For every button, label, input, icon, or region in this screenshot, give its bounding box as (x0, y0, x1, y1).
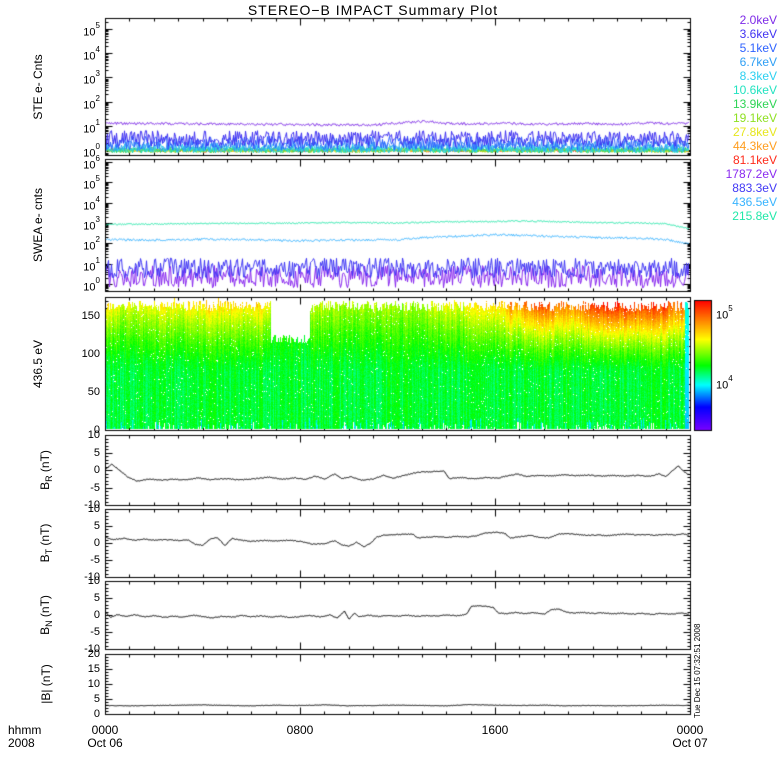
y-tick-label: -10 (84, 499, 100, 511)
y-tick-label: 106 (83, 154, 100, 172)
legend-entry: 883.3eV (732, 181, 777, 195)
y-tick-label: 150 (81, 310, 100, 322)
colorbar-tick-label: 105 (716, 304, 733, 322)
y-tick-label: 50 (87, 386, 100, 398)
y-tick-label: 10 (87, 503, 100, 515)
legend-entry: 6.7keV (739, 55, 777, 69)
y-tick-label: 101 (83, 118, 100, 136)
legend-entry: 19.1keV (732, 111, 777, 125)
x-axis-date-label: Oct 07 (672, 736, 708, 750)
y-tick-label: 0 (93, 537, 100, 549)
y-tick-label: 5 (93, 592, 100, 604)
y-tick-label: 0 (93, 424, 100, 436)
legend-entry: 81.1keV (732, 153, 777, 167)
y-tick-label: 103 (83, 215, 100, 233)
y-tick-label: 102 (83, 235, 100, 253)
energy-channel-legend: 2.0keV 3.6keV 5.1keV 6.7keV 8.3keV 10.6keV 13.… (726, 13, 777, 223)
x-tick-label: 0000 (676, 723, 704, 737)
y-tick-label: 104 (83, 195, 100, 213)
y-tick-label: 102 (83, 94, 100, 112)
legend-entry: 2.0keV (739, 13, 777, 27)
y-tick-label: 0 (93, 609, 100, 621)
colorbar-tick-label: 104 (716, 374, 733, 392)
x-tick-label: 0000 (91, 723, 119, 737)
y-tick-label: 101 (83, 256, 100, 274)
x-axis-date-label: Oct 06 (87, 736, 123, 750)
legend-entry: 10.6keV (732, 83, 777, 97)
legend-entry: 3.6keV (739, 27, 777, 41)
y-tick-label: 5 (93, 447, 100, 459)
y-tick-label: 104 (83, 45, 100, 63)
y-tick-label: 10 (87, 429, 100, 441)
y-tick-label: -5 (90, 626, 100, 638)
ste-axis-label: STE e- Cnts (31, 53, 45, 120)
page-title: STEREO−B IMPACT Summary Plot (247, 2, 499, 18)
y-tick-label: 105 (83, 174, 100, 192)
y-tick-label: 10 (87, 575, 100, 587)
x-tick-label: 0800 (286, 723, 314, 737)
spec-axis-label: 436.5 eV (31, 339, 45, 388)
swea-axis-label: SWEA e- cnts (31, 187, 45, 263)
legend-entry: 44.3keV (732, 139, 777, 153)
legend-entry: 215.8eV (732, 209, 777, 223)
y-tick-label: 10 (87, 678, 100, 690)
y-tick-label: 105 (83, 21, 100, 39)
y-tick-label: 103 (83, 69, 100, 87)
legend-entry: 27.8keV (732, 125, 777, 139)
y-tick-label: -5 (90, 554, 100, 566)
legend-entry: 8.3keV (739, 69, 777, 83)
y-tick-label: 15 (87, 663, 100, 675)
y-tick-label: 5 (93, 693, 100, 705)
bt-axis-label: BT (nT) (37, 523, 55, 563)
y-tick-label: 0 (93, 464, 100, 476)
legend-entry: 5.1keV (739, 41, 777, 55)
y-tick-label: -5 (90, 482, 100, 494)
y-tick-label: 100 (83, 276, 100, 294)
creation-timestamp: Tue Dec 15 07:32:51 2008 (693, 623, 702, 718)
x-axis-format-label: hhmm (8, 723, 42, 737)
y-tick-label: 0 (93, 708, 100, 720)
y-tick-label: 100 (83, 142, 100, 160)
btot-axis-label: |B| (nT) (39, 664, 53, 704)
x-tick-label: 1600 (481, 723, 509, 737)
y-tick-label: 20 (87, 648, 100, 660)
legend-entry: 1787.2eV (725, 167, 777, 181)
y-tick-label: 100 (81, 348, 100, 360)
br-axis-label: BR (nT) (37, 450, 55, 490)
y-tick-label: -10 (84, 643, 100, 655)
bn-axis-label: BN (nT) (37, 595, 55, 635)
y-tick-label: 5 (93, 520, 100, 532)
x-axis-year-label: 2008 (8, 736, 35, 750)
legend-entry: 13.9keV (732, 97, 777, 111)
y-tick-label: -10 (84, 571, 100, 583)
legend-entry: 436.5eV (732, 195, 777, 209)
